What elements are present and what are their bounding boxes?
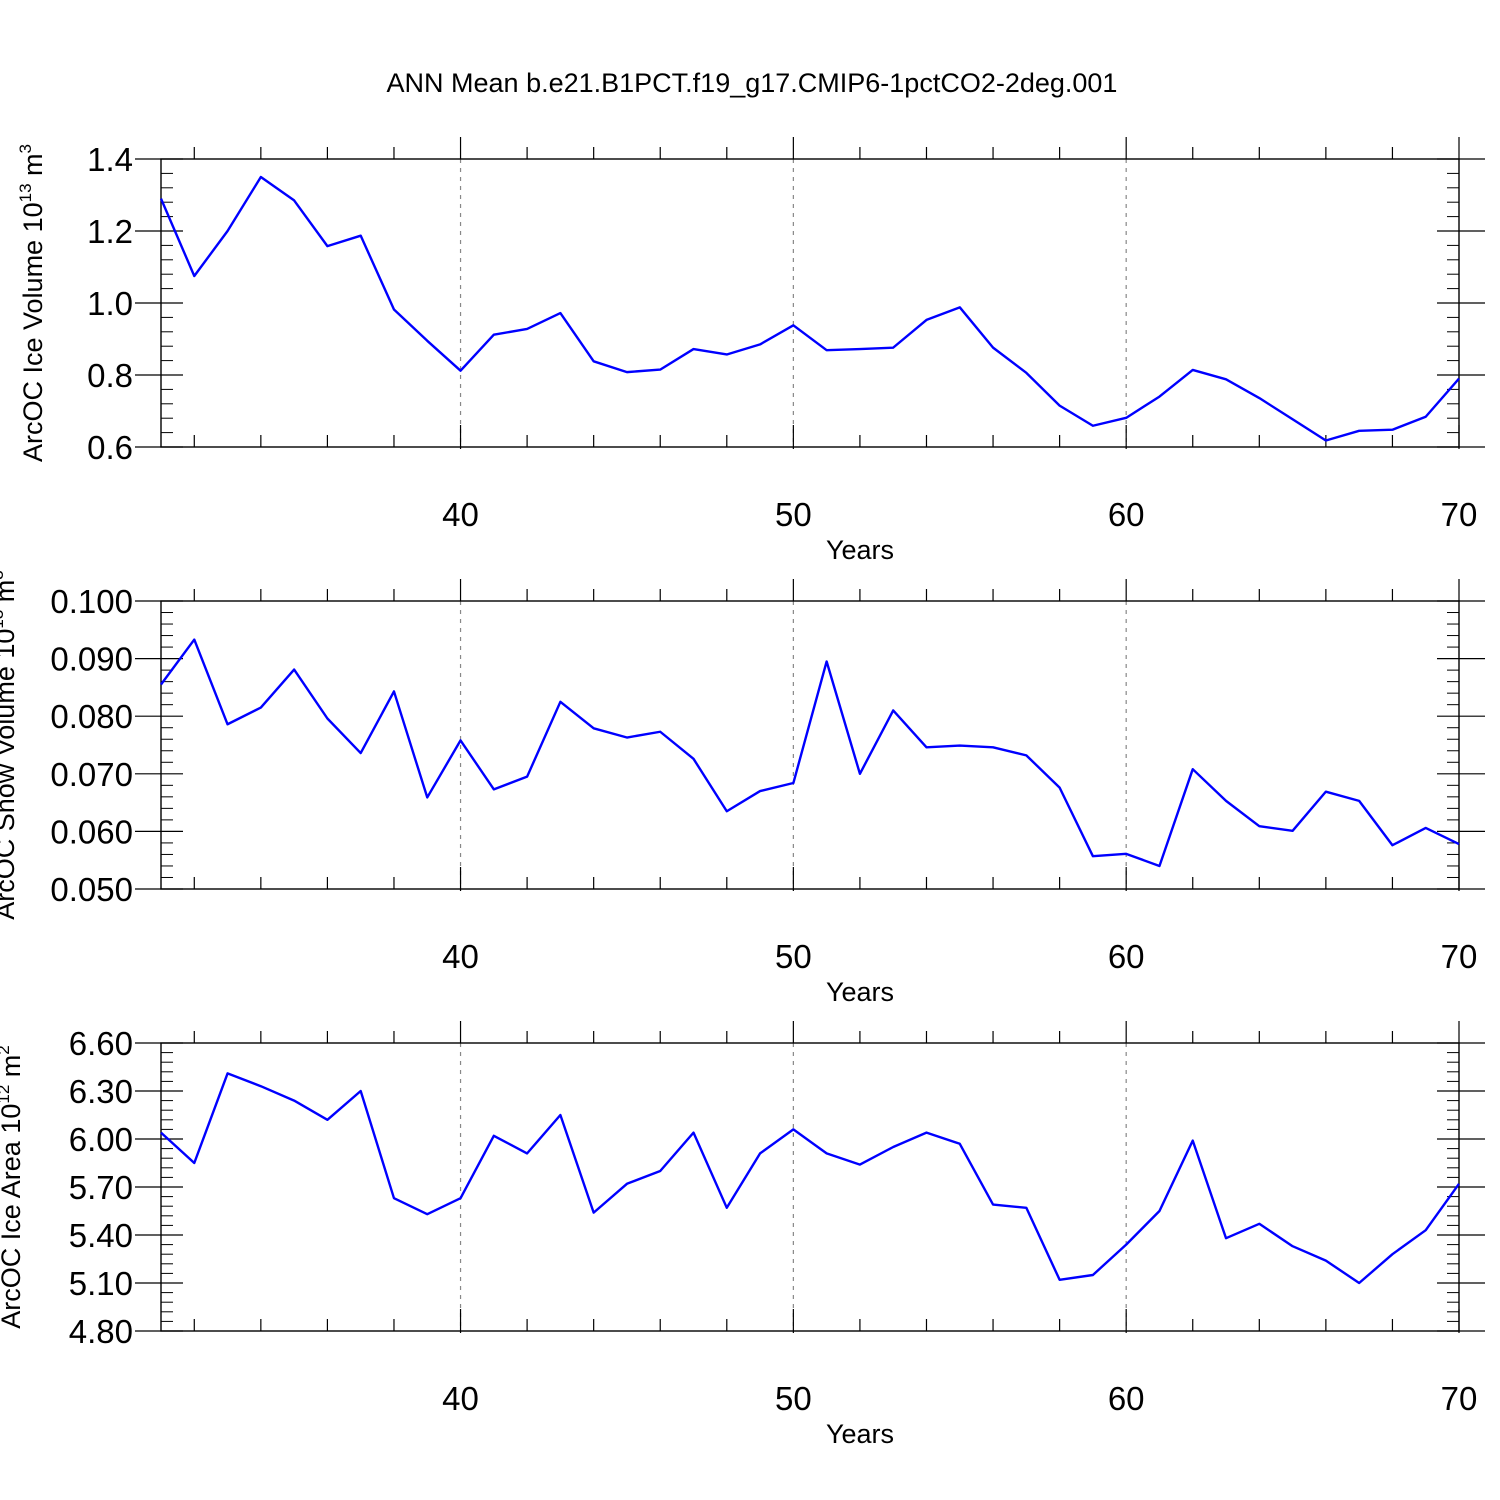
y-tick-label: 4.80 [69,1313,133,1350]
series-line-1 [159,175,1460,442]
y-tick-label: 5.70 [69,1169,133,1206]
y-axis-label-unit: m [0,1055,26,1085]
y-axis-label-unit: m [0,580,20,610]
y-tick-label: 1.0 [87,285,133,322]
x-tick-label: 40 [442,938,479,975]
y-tick-label: 5.10 [69,1265,133,1302]
y-tick-label: 6.00 [69,1121,133,1158]
y-tick-label: 6.60 [69,1025,133,1062]
plot-frame [160,1042,1460,1332]
x-tick-label: 70 [1441,496,1478,533]
x-tick-label: 50 [775,1380,812,1417]
chart-panel-3: 4.80 5.10 5.40 5.70 6.00 6.30 6.60 40 50 60 70 Year… [0,1021,1485,1449]
y-tick-label: 0.060 [50,813,133,850]
chart-panel-2: 0.050 0.060 0.070 0.080 0.090 0.100 40 50 60 70 Ye… [0,570,1485,1007]
x-tick-label: 50 [775,938,812,975]
y-axis-label-main: ArcOC Ice Area 10 [0,1104,26,1329]
y-tick-label: 1.4 [87,141,133,178]
x-tick-label: 40 [442,496,479,533]
y-axis-label-main: ArcOC Snow Volume 10 [0,629,20,920]
y-tick-label: 0.8 [87,357,133,394]
y-tick-label: 6.30 [69,1073,133,1110]
x-axis-label: Years [826,1419,894,1449]
y-tick-label: 1.2 [87,213,133,250]
series-line-1 [160,1072,1460,1285]
y-tick-label: 0.050 [50,871,133,908]
y-tick-label: 0.6 [87,429,133,466]
x-tick-label: 60 [1108,938,1145,975]
y-axis-label-unit-sup: 3 [16,144,35,153]
y-axis-label-main: ArcOC Ice Volume 10 [18,202,48,462]
y-tick-label: 0.070 [50,756,133,793]
y-axis-label-sup: 13 [0,610,7,629]
y-axis-label: ArcOC Snow Volume 1013 m3 [0,570,20,920]
x-tick-label: 40 [442,1380,479,1417]
y-axis-label: ArcOC Ice Area 1012 m2 [0,1045,26,1329]
x-axis-label: Years [826,977,894,1007]
x-axis-label: Years [826,535,894,565]
y-tick-label: 0.100 [50,583,133,620]
y-axis-label-unit: m [18,153,48,183]
y-tick-label: 0.090 [50,641,133,678]
y-axis-label-unit-sup: 3 [0,570,7,579]
figure-title: ANN Mean b.e21.B1PCT.f19_g17.CMIP6-1pctC… [387,68,1118,98]
y-tick-label: 0.080 [50,698,133,735]
y-axis-label-sup: 13 [16,183,35,202]
series-line-1 [160,638,1460,868]
y-axis-label: ArcOC Ice Volume 1013 m3 [16,144,48,462]
y-axis-label-unit-sup: 2 [0,1045,13,1054]
x-tick-label: 60 [1108,1380,1145,1417]
x-tick-label: 50 [775,496,812,533]
x-tick-label: 70 [1441,938,1478,975]
plot-frame [160,158,1460,448]
plot-frame [160,600,1460,890]
chart-panel-1: 0.6 0.8 1.0 1.2 1.4 40 50 60 70 Years ArcOC Ice Vo… [16,137,1485,565]
x-tick-label: 70 [1441,1380,1478,1417]
x-tick-label: 60 [1108,496,1145,533]
y-axis-label-sup: 12 [0,1085,13,1104]
y-tick-label: 5.40 [69,1217,133,1254]
